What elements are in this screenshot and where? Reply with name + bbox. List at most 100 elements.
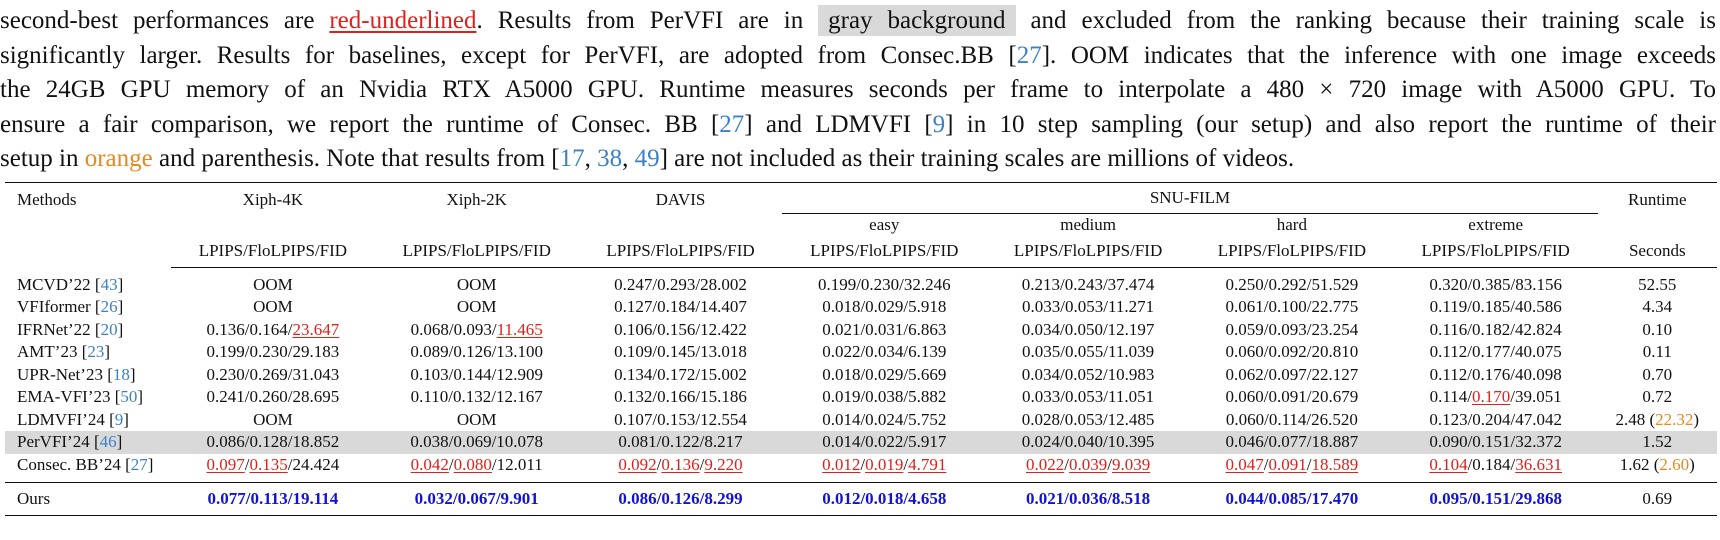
metric-cell: 0.112/0.177/40.075 [1394, 341, 1598, 364]
results-table: Methods Xiph-4K Xiph-2K DAVIS SNU-FILM R… [5, 182, 1717, 516]
metric-value: 0.034/0.052/10.983 [1021, 364, 1155, 384]
metric-header: LPIPS/FloLPIPS/FID [171, 236, 375, 268]
metric-cell: 0.044/0.085/17.470 [1189, 482, 1394, 516]
caption-line-4: ensure a fair comparison, we report the … [0, 110, 1716, 138]
method-label: UPR-Net’23 [ [17, 364, 113, 384]
metric-value: 0.119/0.185/40.586 [1429, 297, 1562, 316]
metric-cell: 0.021/0.036/8.518 [986, 482, 1190, 516]
best-value: 0.012/0.018/4.658 [822, 488, 947, 508]
metric-cell: 0.060/0.091/20.679 [1190, 386, 1394, 409]
runtime-cell: 0.10 [1598, 319, 1717, 342]
second-best-value: 0.039 [1068, 454, 1108, 474]
seconds-header: Seconds [1597, 236, 1717, 268]
metric-cell: OOM [171, 296, 375, 319]
header-row-2: easy medium hard extreme [5, 214, 1717, 237]
metric-value: 0.028/0.053/12.485 [1021, 409, 1155, 429]
metric-value: OOM [253, 297, 293, 316]
citation-link[interactable]: 50 [120, 387, 138, 406]
metric-cell: 0.068/0.093/11.465 [375, 319, 579, 342]
table-row: IFRNet’22 [20] 0.136/0.164/23.647 0.068/0.… [5, 319, 1717, 342]
metric-cell: OOM [375, 409, 579, 432]
metric-cell: 0.012/0.019/4.791 [782, 454, 986, 477]
metric-value: 0.107/0.153/12.554 [614, 409, 747, 429]
best-value: 0.032/0.067/9.901 [414, 488, 539, 508]
metric-value: 0.022/0.034/6.139 [822, 342, 947, 361]
metric-value: 0.062/0.097/22.127 [1225, 364, 1359, 384]
citation-link[interactable]: 27 [130, 454, 148, 474]
method-label: PerVFI’24 [ [17, 432, 100, 451]
second-best-value: 0.091 [1268, 454, 1307, 474]
metric-cell: 0.199/0.230/29.183 [171, 341, 375, 364]
metric-cell: 0.086/0.128/18.852 [171, 431, 375, 454]
citation-link[interactable]: 18 [112, 364, 130, 384]
metric-value: /0.184/ [1467, 454, 1516, 474]
metric-cell: 0.136/0.164/23.647 [171, 319, 375, 342]
method-name: UPR-Net’23 [18] [5, 364, 171, 387]
metric-cell: 0.060/0.114/26.520 [1190, 409, 1394, 432]
metric-value: 0.033/0.053/11.051 [1022, 387, 1155, 406]
metric-cell: 0.109/0.145/13.018 [579, 341, 783, 364]
runtime-value: 0.11 [1642, 342, 1672, 361]
citation-link[interactable]: 9 [932, 110, 946, 138]
metric-value: 0.116/0.182/42.824 [1429, 319, 1562, 339]
citation-link[interactable]: 27 [719, 110, 745, 138]
metric-value: 0.019/0.038/5.882 [822, 387, 947, 406]
runtime-cell: 4.34 [1598, 296, 1717, 319]
metric-value: 0.134/0.172/15.002 [614, 364, 747, 384]
caption-line-2: significantly larger. Results for baseli… [0, 41, 1716, 69]
metric-header: LPIPS/FloLPIPS/FID [782, 236, 987, 268]
metric-cell: 0.022/0.034/6.139 [782, 341, 986, 364]
metric-header: LPIPS/FloLPIPS/FID [578, 236, 783, 268]
metric-value: 0.081/0.122/8.217 [618, 432, 743, 451]
metric-cell: 0.033/0.053/11.051 [986, 386, 1190, 409]
metric-value: / [656, 454, 662, 474]
metric-cell: 0.038/0.069/10.078 [374, 431, 579, 454]
metric-cell: 0.035/0.055/11.039 [986, 341, 1190, 364]
original-setup-runtime: 22.32 [1655, 409, 1694, 429]
metric-cell: 0.106/0.156/12.422 [579, 319, 783, 342]
citation-link[interactable]: 46 [99, 432, 117, 451]
metric-cell: 0.112/0.176/40.098 [1394, 364, 1598, 387]
runtime-value: 4.34 [1642, 297, 1673, 316]
caption-line-5: setup in orange and parenthesis. Note th… [0, 145, 1295, 173]
table-row: AMT’23 [23] 0.199/0.230/29.183 0.089/0.126… [5, 341, 1717, 364]
metric-value: 0.060/0.114/26.520 [1225, 409, 1358, 429]
bracket: ) [1693, 409, 1700, 429]
metric-cell: 0.014/0.022/5.917 [782, 431, 987, 454]
citation-link[interactable]: 43 [100, 274, 118, 294]
metric-value: 0.110/0.132/12.167 [410, 387, 543, 406]
metric-value: 0.014/0.022/5.917 [822, 432, 947, 451]
metric-cell: OOM [375, 274, 579, 297]
caption-line-1: second-best performances are red-underli… [0, 5, 1716, 36]
metric-cell: 0.095/0.151/29.868 [1393, 482, 1598, 516]
medium-header: medium [1060, 215, 1116, 234]
second-best-value: 23.647 [292, 319, 340, 339]
method-name: IFRNet’22 [20] [5, 319, 171, 342]
citation-link[interactable]: 17 [559, 145, 585, 173]
metric-value: 0.241/0.260/28.695 [206, 387, 340, 406]
metric-value: 0.250/0.292/51.529 [1225, 274, 1359, 294]
metric-header: LPIPS/FloLPIPS/FID [1393, 236, 1598, 268]
metric-value: / [1064, 454, 1069, 474]
metric-value: / [1306, 454, 1312, 474]
metric-cell: 0.059/0.093/23.254 [1190, 319, 1394, 342]
bracket: ] [104, 342, 111, 361]
metric-cell: 0.213/0.243/37.474 [986, 274, 1190, 297]
method-label: LDMVFI’24 [ [17, 409, 115, 429]
metric-value: 0.106/0.156/12.422 [614, 319, 747, 339]
runtime-value: 1.62 ( [1619, 454, 1660, 474]
citation-link[interactable]: 27 [1016, 41, 1042, 69]
citation-link[interactable]: 20 [100, 319, 118, 339]
metric-value: 0.033/0.053/11.271 [1022, 297, 1155, 316]
metric-cell: 0.132/0.166/15.186 [579, 386, 783, 409]
runtime-value: 0.72 [1642, 387, 1673, 406]
metric-cell: 0.012/0.018/4.658 [782, 482, 987, 516]
citation-link[interactable]: 38 [597, 145, 623, 173]
citation-link[interactable]: 49 [634, 145, 660, 173]
metric-value: 0.024/0.040/10.395 [1021, 432, 1155, 451]
citation-link[interactable]: 26 [100, 297, 118, 316]
metric-cell: 0.123/0.204/47.042 [1394, 409, 1598, 432]
citation-link[interactable]: 9 [114, 409, 124, 429]
citation-link[interactable]: 23 [87, 342, 105, 361]
metric-value: /24.424 [287, 454, 340, 474]
